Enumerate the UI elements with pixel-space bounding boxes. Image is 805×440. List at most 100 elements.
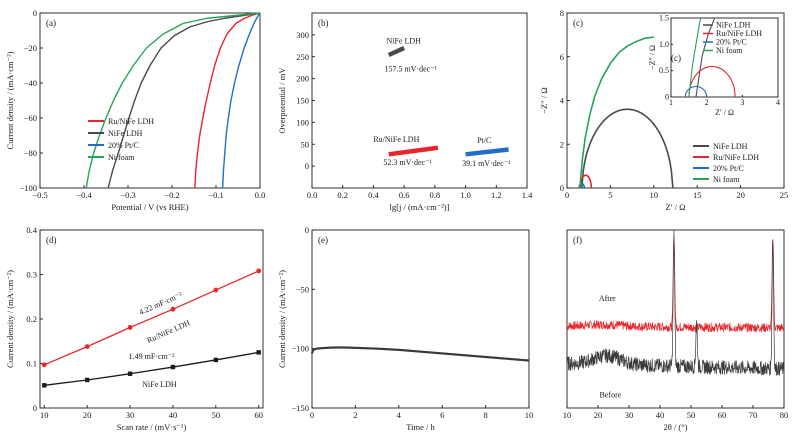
panel-label: (d) — [46, 235, 57, 245]
inset-x-tick-label: 4 — [776, 98, 780, 107]
y-tick-label: 6 — [560, 52, 564, 62]
legend-label: Ni foam — [108, 153, 135, 162]
x-tick-label: 70 — [749, 410, 758, 420]
tafel-line — [387, 45, 406, 58]
slope-label: 39.1 mV·dec⁻¹ — [462, 159, 511, 168]
x-tick-label: 1.4 — [522, 190, 533, 200]
panel-label: (f) — [573, 235, 582, 245]
inset-y-tick-label: 1.0 — [659, 40, 669, 49]
legend-label: NiFe LDH — [713, 142, 748, 151]
series-line-nife-ldh — [107, 12, 261, 189]
series-name-label: Ru/NiFe LDH — [146, 318, 192, 345]
inset-curves — [684, 18, 736, 97]
y-tick-label: 100 — [296, 117, 309, 127]
y-tick-label: 200 — [296, 74, 309, 84]
y-tick-label: 4 — [560, 96, 565, 106]
x-tick-label: 10 — [525, 410, 534, 420]
data-point — [41, 362, 47, 368]
y-axis-label: Overpotential / mV — [277, 67, 287, 134]
x-tick-label: −0.1 — [208, 190, 223, 200]
y-tick-label: 0 — [305, 225, 309, 235]
nyquist-curve — [579, 36, 654, 189]
panel-a-chart: −0.5 −0.4 −0.3 −0.2 −0.1 0.0 −100 −80 −60 −40 −20 0… — [5, 8, 265, 212]
y-tick-label: 0.4 — [26, 225, 37, 235]
y-tick-label: −100 — [19, 183, 37, 193]
inset-x-tick-label: 2 — [705, 98, 709, 107]
x-axis-label: Z′ / Ω — [666, 202, 686, 212]
data-point — [170, 364, 176, 370]
x-tick-label: 5 — [608, 190, 612, 200]
legend-label: 20% Pt/C — [108, 141, 139, 150]
y-tick-label: 300 — [296, 30, 309, 40]
inset-y-tick-label: 1.5 — [659, 14, 669, 23]
panel-f-chart: 10 20 30 40 50 60 70 80 2θ / (°) (f) After Before — [563, 229, 788, 432]
x-tick-label: 0.6 — [399, 190, 410, 200]
series-name-label: Pt/C — [477, 136, 491, 145]
data-point — [127, 371, 133, 376]
x-tick-label: 30 — [625, 410, 634, 420]
y-tick-label: 150 — [296, 96, 309, 106]
y-tick-label: −80 — [24, 148, 37, 158]
x-tick-label: 0 — [310, 410, 314, 420]
inset-curve — [695, 18, 716, 97]
x-tick-label: 20 — [83, 410, 92, 420]
y-tick-label: 0 — [33, 403, 37, 413]
x-tick-label: 50 — [212, 410, 221, 420]
series-line-ru-nife-ldh — [194, 12, 261, 189]
x-axis-label: lg[j / (mA·cm⁻²)] — [390, 202, 450, 212]
x-tick-label: 15 — [693, 190, 702, 200]
series-name-label: After — [599, 294, 616, 303]
x-tick-label: 0.4 — [368, 190, 379, 200]
x-axis-label: Time / h — [406, 422, 435, 432]
xrd-trace — [566, 230, 785, 376]
x-tick-label: 6 — [440, 410, 444, 420]
inset-curve — [688, 18, 702, 97]
panel-label-inner: (c) — [671, 53, 681, 63]
x-tick-label: −0.3 — [120, 190, 135, 200]
x-tick-label: −0.4 — [76, 190, 92, 200]
y-tick-label: −40 — [24, 78, 37, 88]
series-name-label: Ru/NiFe LDH — [373, 135, 419, 144]
y-tick-label: −150 — [291, 403, 309, 413]
inset-y-tick-label: 0 — [665, 93, 669, 102]
inset-y-tick-label: 0.5 — [659, 66, 669, 75]
data-point — [256, 350, 261, 355]
nyquist-curve — [580, 108, 674, 189]
fit-line — [44, 270, 259, 366]
x-tick-label: 0.2 — [337, 190, 348, 200]
panel-b-chart: 0.0 0.2 0.4 0.6 0.8 1.0 1.2 1.4 0 50 100 150 200 250 3… — [277, 12, 533, 212]
inset-frame — [670, 17, 779, 98]
legend-label: Ni foam — [713, 175, 740, 184]
data-point — [84, 377, 90, 383]
y-tick-label: 2 — [560, 139, 564, 149]
data-point — [213, 287, 219, 293]
legend-label: Ru/NiFe LDH — [108, 117, 154, 126]
y-tick-label: 0.1 — [26, 359, 37, 369]
inset-legend-label: Ni foam — [716, 46, 743, 55]
y-tick-label: 250 — [296, 52, 309, 62]
series-name-label: NiFe LDH — [142, 380, 177, 389]
tafel-line — [465, 147, 509, 157]
inset-legend-label: 20% Pt/C — [716, 38, 747, 47]
inset-legend-label: NiFe LDH — [716, 21, 751, 30]
x-tick-label: 50 — [687, 410, 696, 420]
panel-e-chart: 0 2 4 6 8 10 −150 −100 −50 0 Time / h Current densi… — [277, 225, 533, 432]
inset-legend-label: Ru/NiFe LDH — [716, 29, 762, 38]
x-tick-label: 10 — [563, 410, 572, 420]
y-tick-label: 0.3 — [26, 270, 37, 280]
x-tick-label: 8 — [483, 410, 487, 420]
capacitance-label: 1.49 mF·cm⁻² — [129, 352, 175, 361]
inset-curve — [684, 85, 708, 97]
inset-x-tick-label: 1 — [669, 98, 673, 107]
x-tick-label: 10 — [650, 190, 659, 200]
x-tick-label: 40 — [656, 410, 665, 420]
x-tick-label: 60 — [254, 410, 263, 420]
x-tick-label: 0.8 — [430, 190, 441, 200]
panel-d-chart: 10 20 30 40 50 60 0 0.1 0.2 0.3 0.4 Scan rate / (mV… — [5, 225, 264, 432]
tafel-line — [388, 145, 439, 157]
y-tick-label: −50 — [296, 284, 309, 294]
inset-x-axis-label: Z′ / Ω — [715, 108, 734, 117]
nyquist-curve — [579, 174, 593, 189]
y-axis-label: Current density / (mA·cm⁻²) — [277, 270, 287, 368]
